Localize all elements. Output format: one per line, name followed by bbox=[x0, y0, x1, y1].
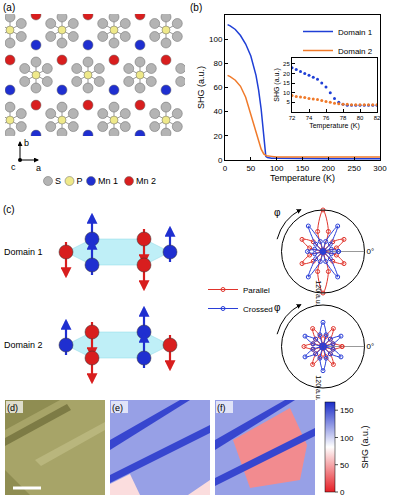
svg-text:5: 5 bbox=[286, 99, 290, 105]
svg-text:76: 76 bbox=[323, 115, 330, 121]
svg-text:200: 200 bbox=[322, 164, 336, 173]
svg-text:(c): (c) bbox=[3, 204, 15, 215]
svg-text:0°: 0° bbox=[367, 247, 375, 256]
svg-text:Domain 2: Domain 2 bbox=[4, 340, 43, 350]
svg-text:100: 100 bbox=[270, 164, 284, 173]
svg-text:φ: φ bbox=[274, 207, 281, 218]
svg-text:Temperature (K): Temperature (K) bbox=[270, 173, 335, 183]
svg-text:250: 250 bbox=[347, 164, 361, 173]
svg-text:a: a bbox=[36, 163, 41, 173]
svg-text:Parallel: Parallel bbox=[243, 286, 270, 295]
svg-text:Domain 1: Domain 1 bbox=[338, 28, 373, 37]
svg-text:20: 20 bbox=[283, 71, 290, 77]
svg-text:10: 10 bbox=[283, 90, 290, 96]
svg-text:c: c bbox=[11, 162, 16, 172]
svg-text:Crossed: Crossed bbox=[243, 305, 273, 314]
svg-text:0: 0 bbox=[340, 488, 345, 497]
svg-text:SHG (a.u.): SHG (a.u.) bbox=[360, 425, 370, 468]
svg-text:(b): (b) bbox=[190, 2, 202, 13]
svg-text:Domain 2: Domain 2 bbox=[338, 47, 373, 56]
svg-text:150: 150 bbox=[340, 406, 354, 415]
svg-text:300: 300 bbox=[373, 164, 387, 173]
svg-text:25: 25 bbox=[283, 61, 290, 67]
svg-text:50: 50 bbox=[340, 461, 349, 470]
svg-text:20: 20 bbox=[213, 132, 222, 141]
svg-text:74: 74 bbox=[306, 115, 313, 121]
svg-text:72: 72 bbox=[289, 115, 296, 121]
svg-text:Mn 2: Mn 2 bbox=[136, 176, 156, 186]
svg-text:120 a.u.: 120 a.u. bbox=[315, 375, 322, 400]
svg-text:15: 15 bbox=[283, 80, 290, 86]
svg-text:120 a.u.: 120 a.u. bbox=[315, 280, 322, 305]
svg-text:S: S bbox=[55, 176, 61, 186]
svg-text:Domain 1: Domain 1 bbox=[4, 247, 43, 257]
svg-text:100: 100 bbox=[209, 35, 223, 44]
svg-text:Temperature (K): Temperature (K) bbox=[309, 122, 360, 130]
svg-text:150: 150 bbox=[296, 164, 310, 173]
svg-text:0: 0 bbox=[223, 164, 228, 173]
svg-text:100: 100 bbox=[340, 434, 354, 443]
svg-text:(f): (f) bbox=[217, 403, 226, 413]
svg-text:(e): (e) bbox=[112, 403, 123, 413]
svg-text:(d): (d) bbox=[7, 403, 18, 413]
svg-text:Mn 1: Mn 1 bbox=[98, 176, 118, 186]
svg-text:40: 40 bbox=[213, 107, 222, 116]
svg-text:80: 80 bbox=[213, 59, 222, 68]
svg-text:b: b bbox=[24, 138, 29, 148]
svg-text:60: 60 bbox=[213, 83, 222, 92]
svg-text:P: P bbox=[77, 176, 83, 186]
svg-text:82: 82 bbox=[374, 115, 381, 121]
svg-text:SHG (a.u.): SHG (a.u.) bbox=[273, 68, 281, 101]
svg-text:80: 80 bbox=[357, 115, 364, 121]
svg-text:0°: 0° bbox=[367, 342, 375, 351]
svg-text:φ: φ bbox=[274, 302, 281, 313]
svg-text:78: 78 bbox=[340, 115, 347, 121]
svg-text:50: 50 bbox=[246, 164, 255, 173]
svg-text:SHG (a.u.): SHG (a.u.) bbox=[196, 66, 206, 109]
svg-text:0: 0 bbox=[218, 156, 223, 165]
svg-text:(a): (a) bbox=[3, 2, 15, 13]
